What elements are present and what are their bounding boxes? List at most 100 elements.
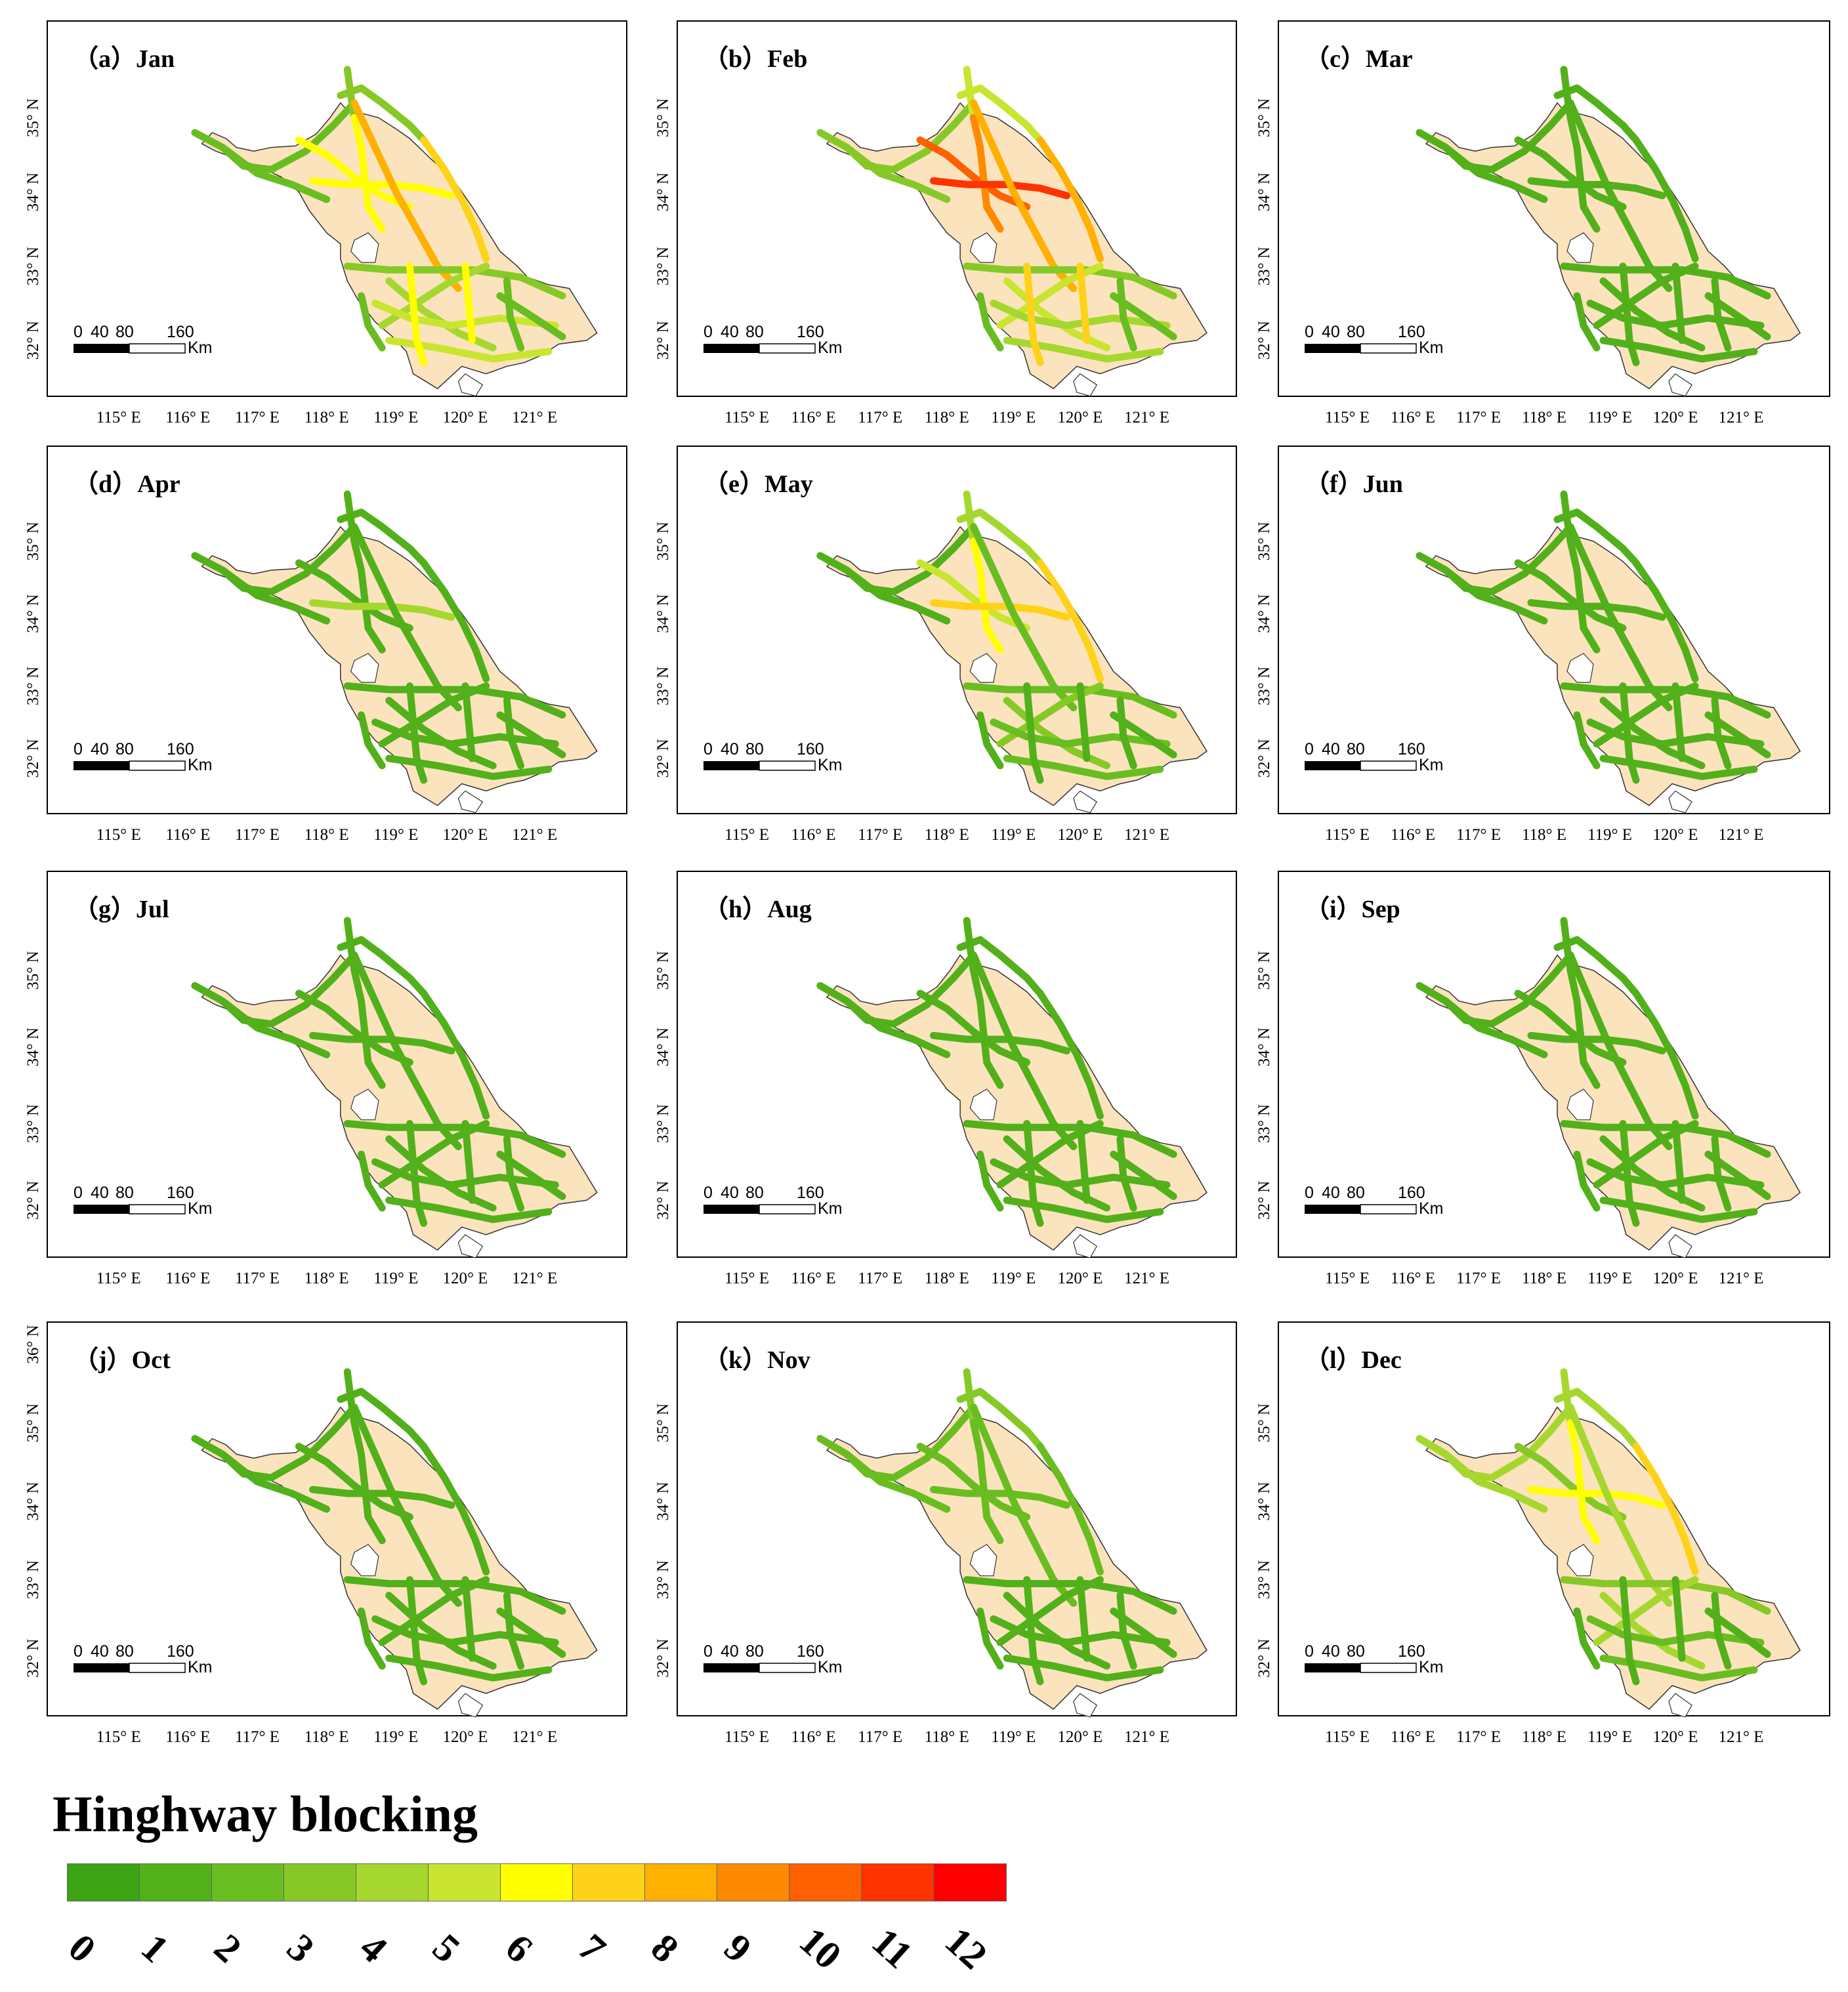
lat-tick-label: 34° N: [1255, 1482, 1273, 1520]
scale-bar-label: 160: [167, 323, 194, 341]
lake: [1668, 373, 1692, 397]
highway-segment: [1573, 711, 1601, 770]
lat-tick-label: 35° N: [654, 522, 672, 560]
lon-tick-label: 121° E: [512, 1728, 557, 1746]
lon-tick-label: 118° E: [925, 409, 969, 426]
scale-bar-label: 0: [74, 1642, 83, 1661]
scale-bar-label: 0: [74, 1184, 83, 1202]
legend-label: 4: [352, 1925, 396, 1971]
scale-bar-label: 40: [721, 1184, 739, 1202]
scale-bar-label: 40: [1322, 323, 1340, 341]
lat-tick-label: 32° N: [24, 1181, 42, 1220]
scale-bar-label: 80: [1347, 1642, 1365, 1661]
highway-segment: [990, 299, 1171, 329]
lon-tick-label: 118° E: [1522, 409, 1566, 426]
scale-bar-black: [1305, 344, 1360, 353]
lon-tick-label: 121° E: [512, 409, 557, 426]
lon-tick-label: 116° E: [1391, 826, 1435, 844]
lake: [1073, 790, 1098, 814]
lon-tick-label: 119° E: [1587, 1270, 1632, 1287]
lake: [457, 373, 484, 397]
highway-segment: [420, 559, 490, 682]
lon-tick-label: 117° E: [858, 826, 902, 844]
highway-segment: [969, 1419, 1004, 1545]
scale-bar-white: [129, 343, 186, 354]
lon-tick-label: 120° E: [442, 1270, 488, 1287]
lat-tick-label: 34° N: [1255, 594, 1273, 633]
highway-segment: [1003, 1196, 1164, 1223]
highway-segment: [350, 537, 386, 654]
highway-segment: [990, 1158, 1171, 1189]
highway-segment: [1003, 1654, 1164, 1682]
lon-tick-label: 119° E: [991, 409, 1036, 426]
scale-bar-label: 80: [1347, 1184, 1365, 1202]
lon-tick-label: 117° E: [1456, 826, 1501, 844]
scale-bar-label: 0: [74, 740, 83, 758]
legend-swatch: [789, 1864, 862, 1901]
scale-bar-label: 80: [746, 1184, 764, 1202]
highway-segment: [916, 1442, 1031, 1521]
scale-bar-label: 0: [74, 323, 83, 341]
lat-tick-label: 35° N: [654, 951, 672, 989]
highway-segment: [461, 262, 476, 344]
scale-bar-black: [1305, 761, 1360, 770]
highway-segment: [1632, 989, 1699, 1120]
scale-bar-black: [1305, 1663, 1360, 1672]
scale-bar-unit: Km: [818, 756, 843, 774]
lon-tick-label: 119° E: [991, 1270, 1036, 1287]
highway-segment: [843, 144, 951, 203]
highway-segment: [358, 1150, 386, 1212]
lat-tick-label: 32° N: [1255, 321, 1273, 360]
scale-bar-label: 80: [116, 1642, 134, 1661]
scale-bar-label: 40: [721, 323, 739, 341]
legend-label: 0: [60, 1925, 104, 1971]
highway-segment: [969, 114, 1004, 233]
highway-segment: [371, 718, 559, 748]
legend-swatch: [934, 1864, 1006, 1901]
scale-bar-label: 160: [167, 1642, 194, 1661]
highway-segment: [1599, 337, 1758, 363]
lon-tick-label: 115° E: [96, 409, 141, 426]
highway-segment: [1553, 936, 1640, 997]
legend-label: 12: [936, 1919, 996, 1978]
highway-segment: [1711, 277, 1732, 352]
scale-bar-label: 40: [91, 1642, 109, 1661]
highway-segment: [343, 917, 358, 974]
highway-segment: [343, 682, 566, 719]
lake: [1668, 790, 1692, 814]
scale-bar-label: 0: [704, 1642, 713, 1661]
highway-segment: [1566, 1419, 1601, 1545]
highway-segment: [1560, 66, 1574, 121]
highway-segment: [1442, 566, 1548, 625]
scale-bar-black: [74, 1663, 129, 1672]
lake: [1073, 1693, 1098, 1718]
lon-tick-label: 118° E: [925, 1728, 969, 1746]
lon-tick-label: 117° E: [235, 1270, 280, 1287]
scale-bar-label: 0: [1305, 740, 1314, 758]
highway-segment: [1514, 989, 1627, 1066]
scale-bar-white: [759, 1663, 816, 1673]
lat-tick-label: 32° N: [654, 739, 672, 778]
highway-segment: [1560, 490, 1574, 545]
scale-bar-label: 40: [91, 740, 109, 758]
lon-tick-label: 119° E: [373, 1728, 418, 1746]
highway-segment: [963, 66, 977, 121]
lat-tick-label: 32° N: [654, 321, 672, 360]
highway-segment: [956, 508, 1044, 567]
highway-segment: [1711, 697, 1732, 770]
highway-segment: [1116, 1135, 1137, 1212]
scale-bar-white: [1360, 1204, 1417, 1214]
highway-segment: [371, 1158, 559, 1189]
lat-tick-label: 35° N: [1255, 522, 1273, 560]
scale-bar-label: 0: [1305, 323, 1314, 341]
lon-tick-label: 118° E: [925, 1270, 969, 1287]
lon-tick-label: 116° E: [791, 826, 836, 844]
lon-tick-label: 120° E: [442, 1728, 488, 1746]
highway-segment: [1036, 1442, 1104, 1576]
